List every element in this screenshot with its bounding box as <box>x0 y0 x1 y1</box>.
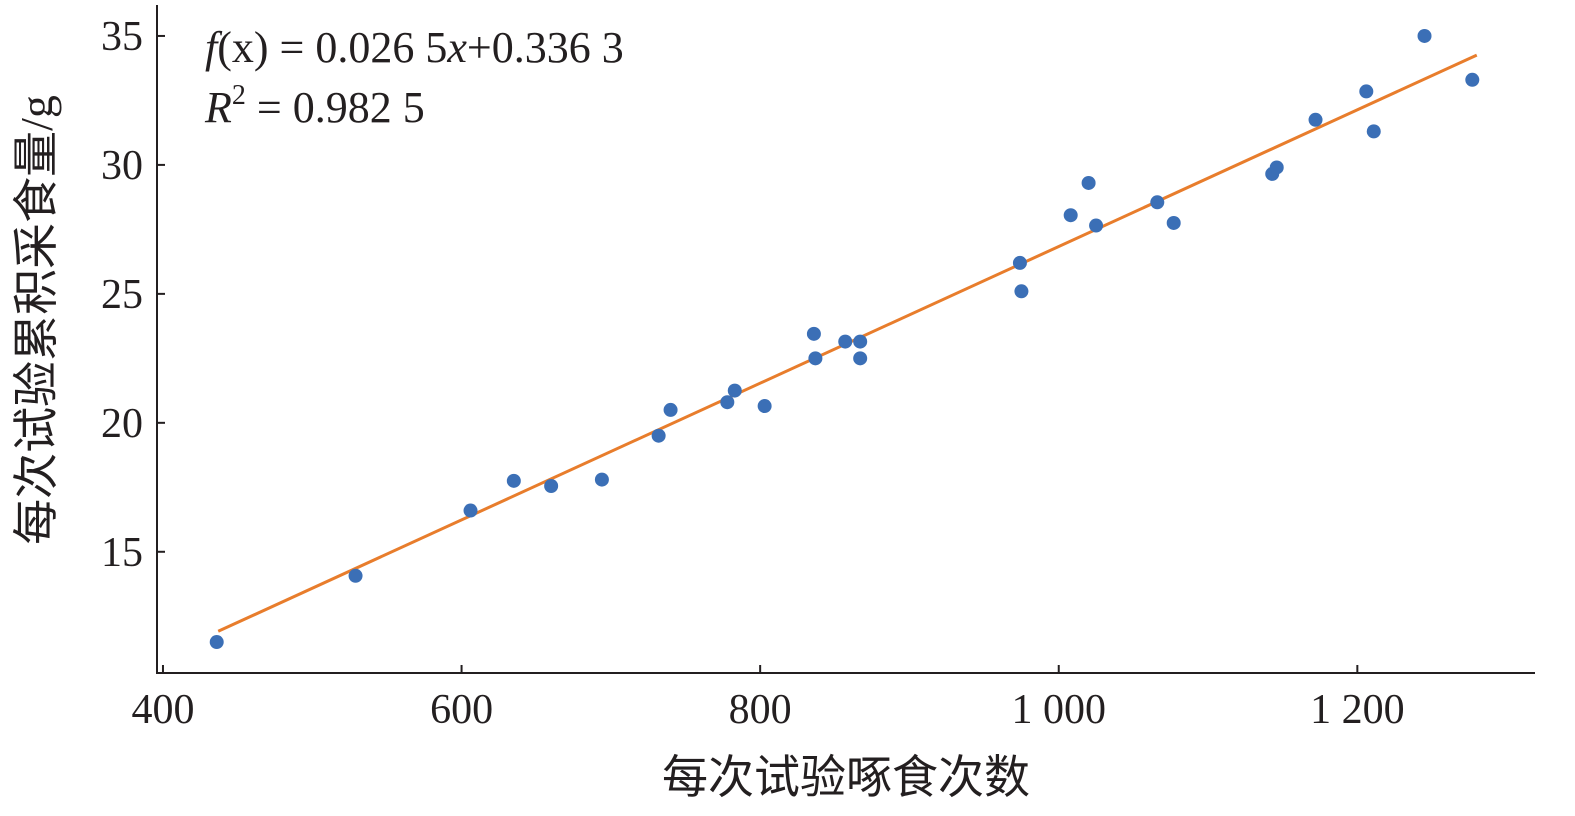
y-axis-label: 每次试验累积采食量/g <box>11 95 62 545</box>
y-tick-label: 15 <box>101 530 143 576</box>
data-point <box>853 351 868 366</box>
data-point <box>1465 72 1480 87</box>
x-axis-label: 每次试验啄食次数 <box>662 752 1030 803</box>
data-point <box>808 351 823 366</box>
r-squared: R2 = 0.982 5 <box>204 80 425 132</box>
data-point <box>1150 195 1165 210</box>
eq-var: (x) <box>217 23 268 72</box>
data-point <box>727 383 742 398</box>
fit-equation: f(x) = 0.026 5x+0.336 3 <box>205 23 624 72</box>
x-tick-label: 1 200 <box>1310 687 1405 733</box>
data-point <box>757 399 772 414</box>
y-tick-label: 25 <box>101 272 143 318</box>
data-point <box>1308 112 1323 127</box>
x-tick-label: 800 <box>729 687 792 733</box>
data-point <box>1081 175 1096 190</box>
data-point <box>594 472 609 487</box>
x-tick-label: 600 <box>430 687 493 733</box>
data-point <box>506 473 521 488</box>
data-point <box>1014 284 1029 299</box>
data-point <box>209 635 224 650</box>
data-point <box>720 395 735 410</box>
y-tick-label: 20 <box>101 401 143 447</box>
data-point <box>651 428 666 443</box>
y-tick-label: 35 <box>101 14 143 60</box>
data-point <box>1269 160 1284 175</box>
data-point <box>1089 218 1104 233</box>
data-point <box>663 402 678 417</box>
data-point <box>1012 255 1027 270</box>
data-point <box>1063 208 1078 223</box>
axes <box>156 5 1535 674</box>
data-point <box>348 568 363 583</box>
data-point <box>1366 124 1381 139</box>
data-point <box>1359 84 1374 99</box>
data-point <box>806 326 821 341</box>
x-tick-label: 400 <box>131 687 194 733</box>
data-point <box>1417 28 1432 43</box>
data-point <box>544 479 559 494</box>
y-tick-label: 30 <box>101 143 143 189</box>
data-point <box>853 334 868 349</box>
data-point <box>838 334 853 349</box>
data-point <box>463 503 478 518</box>
data-point <box>1166 215 1181 230</box>
x-tick-label: 1 000 <box>1011 687 1106 733</box>
